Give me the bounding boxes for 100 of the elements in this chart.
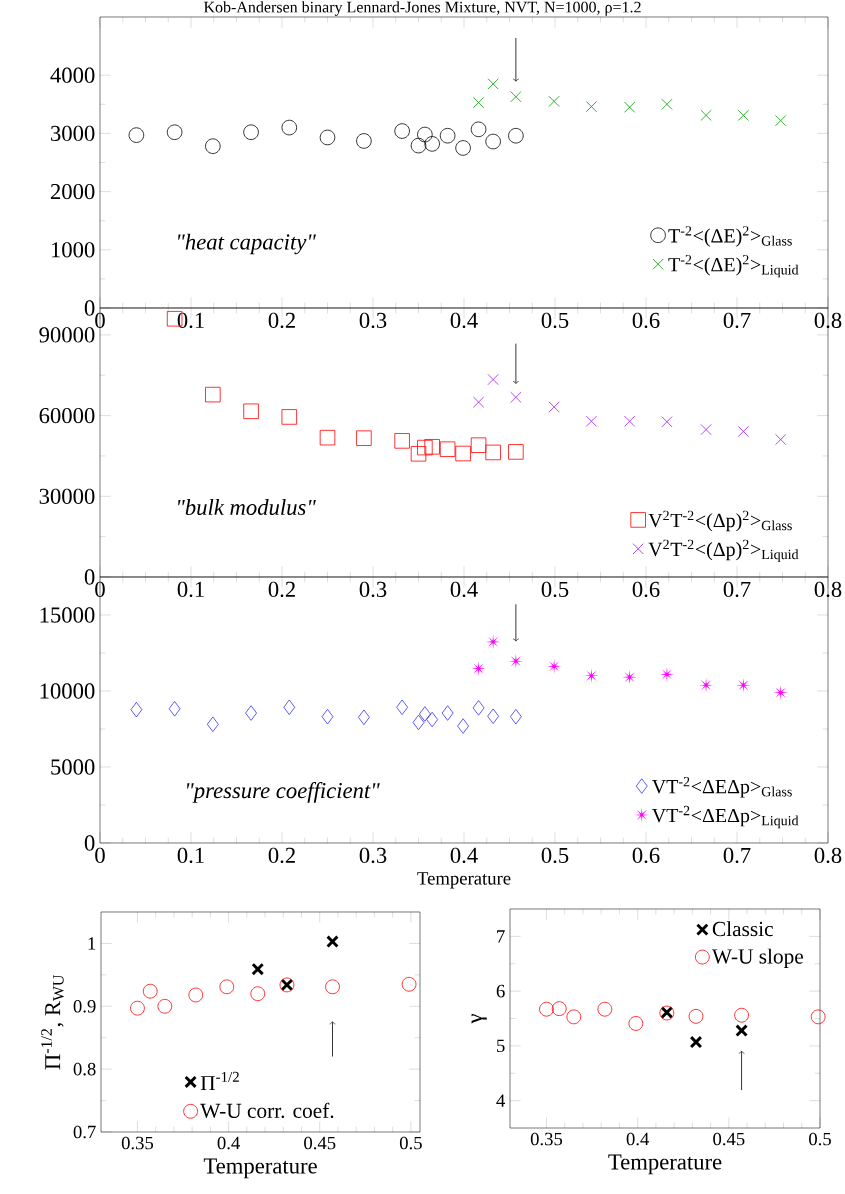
point — [551, 1001, 567, 1016]
point — [205, 138, 221, 154]
y-axis-title: γ — [471, 1014, 487, 1024]
point — [319, 129, 336, 146]
legend-label: V$^{2}$T$^{-2}$<(Δp)$^{2}$>$_{Liquid}$ — [648, 539, 799, 563]
point — [700, 109, 712, 121]
point — [689, 1035, 703, 1049]
x-tick-label: 0.1 — [177, 312, 204, 329]
x-axis-title: Temperature — [203, 1158, 317, 1179]
annotation: "heat capacity" — [178, 233, 316, 255]
x-tick-label: 0.4 — [626, 1132, 650, 1146]
y-tick-label: 3000 — [51, 125, 95, 142]
point — [418, 706, 431, 722]
point — [510, 91, 522, 103]
point — [410, 137, 427, 154]
point — [548, 401, 560, 413]
y-axis-title: Π$^{-1/2}$, R$_{WU}$ — [41, 974, 64, 1070]
point — [206, 716, 219, 733]
x-tick-label: 0.7 — [723, 847, 751, 864]
point — [325, 979, 340, 995]
point — [700, 423, 712, 436]
annotation: "bulk modulus" — [178, 499, 316, 516]
point — [439, 441, 456, 457]
point — [661, 98, 673, 110]
point — [283, 699, 296, 715]
point — [487, 708, 500, 724]
point — [585, 415, 597, 427]
point — [510, 391, 522, 403]
point — [688, 1008, 704, 1024]
point — [321, 708, 334, 725]
x-tick-label: 0.2 — [268, 847, 295, 864]
point — [205, 386, 221, 403]
point — [441, 705, 454, 721]
point — [394, 433, 410, 449]
x-tick-label: 0.8 — [814, 312, 842, 329]
x-tick-label: 0.35 — [530, 1132, 563, 1146]
x-tick-label: 0.4 — [217, 1136, 240, 1150]
point — [736, 677, 751, 693]
point — [508, 444, 524, 460]
legend-label: VT$^{-2}$<ΔEΔp>$_{Glass}$ — [651, 776, 792, 798]
point — [356, 133, 372, 149]
point — [624, 415, 636, 427]
point — [485, 133, 501, 150]
point — [426, 711, 439, 728]
legend-label: V$^{2}$T$^{-2}$<(Δp)$^{2}$>$_{Glass}$ — [648, 510, 792, 532]
point — [356, 430, 372, 446]
x-tick-label: 0.6 — [632, 847, 660, 864]
point — [509, 708, 522, 725]
point — [661, 416, 673, 428]
y-tick-label: 15000 — [40, 607, 95, 623]
point — [472, 96, 485, 109]
point — [157, 998, 173, 1014]
y-tick-label: 0 — [84, 569, 95, 585]
point — [243, 124, 259, 140]
x-tick-label: 0.5 — [399, 1136, 422, 1150]
point — [737, 425, 749, 438]
x-tick-label: 0.45 — [304, 1136, 336, 1150]
point — [319, 429, 336, 446]
legend-label: Π$^{-1/2}$ — [200, 1071, 239, 1091]
chart-title: Kob-Andersen binary Lennard-Jones Mixture, NVT, N=1000, ρ=1.2 — [203, 1, 641, 16]
point — [281, 409, 298, 425]
point — [250, 986, 266, 1002]
point — [326, 935, 339, 948]
x-tick-label: 0.45 — [713, 1132, 745, 1146]
point — [243, 403, 259, 420]
legend-label: VT$^{-2}$<ΔEΔp>$_{Liquid}$ — [651, 805, 799, 829]
point — [487, 78, 499, 90]
point — [130, 701, 143, 718]
point — [472, 700, 485, 716]
x-tick-label: 0.2 — [268, 581, 295, 598]
x-tick-label: 0.5 — [541, 312, 569, 329]
x-tick-label: 0.2 — [268, 312, 295, 329]
y-tick-label: 0.8 — [73, 1062, 96, 1076]
point — [470, 437, 487, 453]
point — [485, 444, 501, 461]
point — [417, 439, 433, 456]
x-tick-label: 0.7 — [723, 312, 751, 329]
point — [548, 95, 560, 107]
point — [773, 685, 789, 700]
y-tick-label: 0 — [84, 300, 95, 316]
point — [810, 1009, 826, 1025]
point — [508, 127, 524, 144]
y-tick-label: 4000 — [50, 67, 95, 83]
y-tick-label: 4 — [496, 1094, 506, 1107]
x-axis-title: Temperature — [608, 1154, 722, 1175]
point — [219, 979, 235, 995]
point — [394, 123, 410, 139]
point — [471, 661, 486, 676]
point — [584, 668, 599, 684]
legend-label: W-U corr. coef. — [200, 1102, 334, 1119]
point — [470, 121, 487, 138]
point — [735, 1024, 748, 1037]
x-tick-label: 0.5 — [541, 847, 569, 864]
y-tick-label: 7 — [497, 930, 505, 943]
point — [628, 1016, 644, 1031]
point — [410, 446, 427, 462]
point — [128, 127, 145, 143]
x-tick-label: 0.6 — [632, 581, 660, 598]
point — [734, 1007, 749, 1023]
point — [130, 1000, 145, 1016]
